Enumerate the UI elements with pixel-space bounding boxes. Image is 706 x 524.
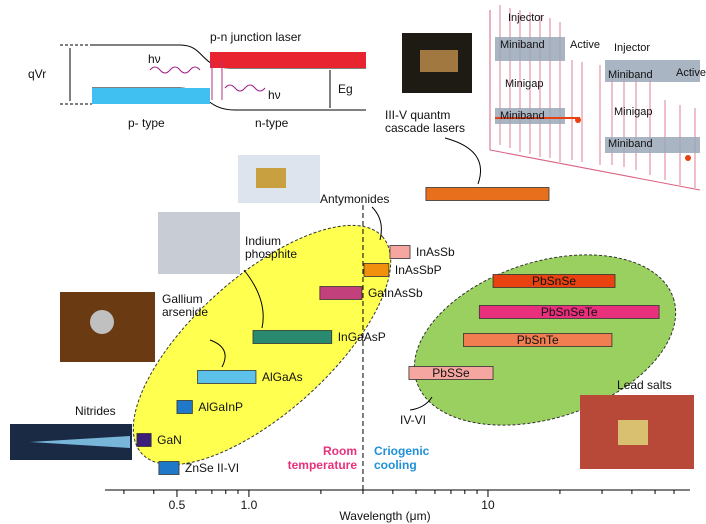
cascade-label: Injector — [508, 12, 544, 24]
pointer — [409, 396, 433, 411]
annotation: Nitrides — [75, 404, 116, 418]
cascade-diagram: Injector Miniband Minigap Miniband Activ… — [489, 5, 706, 191]
bar — [158, 461, 180, 475]
photo-part — [420, 50, 458, 72]
bar — [136, 433, 152, 447]
annotation: Criogenic cooling — [374, 444, 430, 472]
annotation-line: arsenide — [162, 305, 208, 319]
bar — [363, 263, 390, 277]
photo-part — [256, 168, 286, 188]
cascade-label: Miniband — [608, 138, 653, 150]
annotation: Room temperature — [288, 444, 358, 472]
photon-label: hν — [148, 52, 161, 66]
x-axis-title: Wavelength (μm) — [339, 509, 430, 523]
cascade-label: Miniband — [608, 69, 653, 81]
miniband — [605, 137, 700, 153]
photo-beam — [30, 436, 130, 448]
annotation-line: cascade lasers — [385, 121, 465, 135]
annotation-line: phosphite — [245, 247, 297, 261]
bar — [319, 286, 363, 300]
annotation-line: Criogenic — [374, 444, 430, 458]
pointer — [243, 269, 264, 329]
electron — [685, 155, 691, 161]
bar — [425, 187, 550, 201]
n-label: n-type — [255, 116, 289, 130]
miniband — [605, 60, 700, 82]
photo — [158, 212, 240, 274]
annotation: Gallium arsenide — [162, 292, 208, 319]
bar-label: PbSSe — [432, 366, 470, 380]
cascade-label: Miniband — [500, 110, 545, 122]
annotation: Indium phosphite — [245, 234, 297, 261]
x-tick-label: 10 — [481, 498, 495, 512]
bar-label: AlGaAs — [262, 370, 303, 384]
cascade-label: Active — [676, 67, 706, 79]
annotation-line: Room — [323, 444, 357, 458]
bar-label: GaInAsSb — [368, 286, 423, 300]
annotation-line: cooling — [374, 458, 417, 472]
bar-label: PbSnSeTe — [541, 305, 598, 319]
bar-label: GaN — [157, 433, 182, 447]
p-label: p- type — [128, 116, 165, 130]
wells — [499, 5, 696, 188]
annotation-line: temperature — [288, 458, 358, 472]
photon-label: hν — [268, 88, 281, 102]
eg-label: Eg — [338, 82, 353, 96]
x-tick-label: 0.5 — [169, 498, 186, 512]
qv-label: qVr — [28, 67, 46, 81]
bar-label: InAsSb — [416, 245, 455, 259]
bar-label: ZnSe II-VI — [185, 461, 239, 475]
bar — [478, 305, 660, 319]
annotation-line: Gallium — [162, 292, 203, 306]
pointer — [444, 137, 482, 185]
photon — [149, 66, 201, 74]
room-temp-region — [132, 224, 392, 466]
photo-part — [618, 420, 648, 445]
miniband — [495, 37, 565, 61]
bar-label: AlGaInP — [198, 400, 243, 414]
holes — [92, 88, 210, 104]
cascade-label: Minigap — [505, 78, 544, 90]
annotation: IV-VI — [400, 413, 426, 427]
bar — [463, 333, 613, 347]
electron — [575, 117, 581, 123]
bar — [197, 370, 257, 384]
miniband — [495, 108, 565, 124]
bar — [408, 366, 494, 380]
cascade-label: Injector — [614, 42, 650, 54]
bar — [492, 274, 616, 288]
band-title: p-n junction laser — [210, 30, 301, 44]
pointer — [371, 206, 382, 241]
annotation: Antymonides — [320, 192, 389, 206]
bar-label: InAsSbP — [395, 263, 442, 277]
electrons — [210, 52, 366, 68]
transition — [211, 62, 223, 100]
cascade-label: Active — [570, 39, 600, 51]
band-diagram: p-n junction laser p- type n-type qVr Eg… — [28, 30, 366, 130]
annotation: III-V quantm cascade lasers — [385, 108, 465, 135]
bar — [252, 330, 333, 344]
annotation-line: Indium — [245, 234, 281, 248]
bar — [389, 245, 411, 259]
pointer — [209, 339, 226, 368]
cascade-label: Miniband — [500, 39, 545, 51]
photon — [224, 84, 266, 92]
photo-part — [90, 310, 114, 334]
band-profile — [489, 10, 701, 191]
cascade-label: Minigap — [614, 106, 653, 118]
x-tick-label: 1.0 — [241, 498, 258, 512]
bar — [176, 400, 193, 414]
bar-label: PbSnTe — [517, 333, 559, 347]
annotation: Lead salts — [617, 378, 672, 392]
bar-label: InGaAsP — [338, 330, 386, 344]
annotation-line: III-V quantm — [385, 108, 450, 122]
bar-label: PbSnSe — [532, 274, 576, 288]
